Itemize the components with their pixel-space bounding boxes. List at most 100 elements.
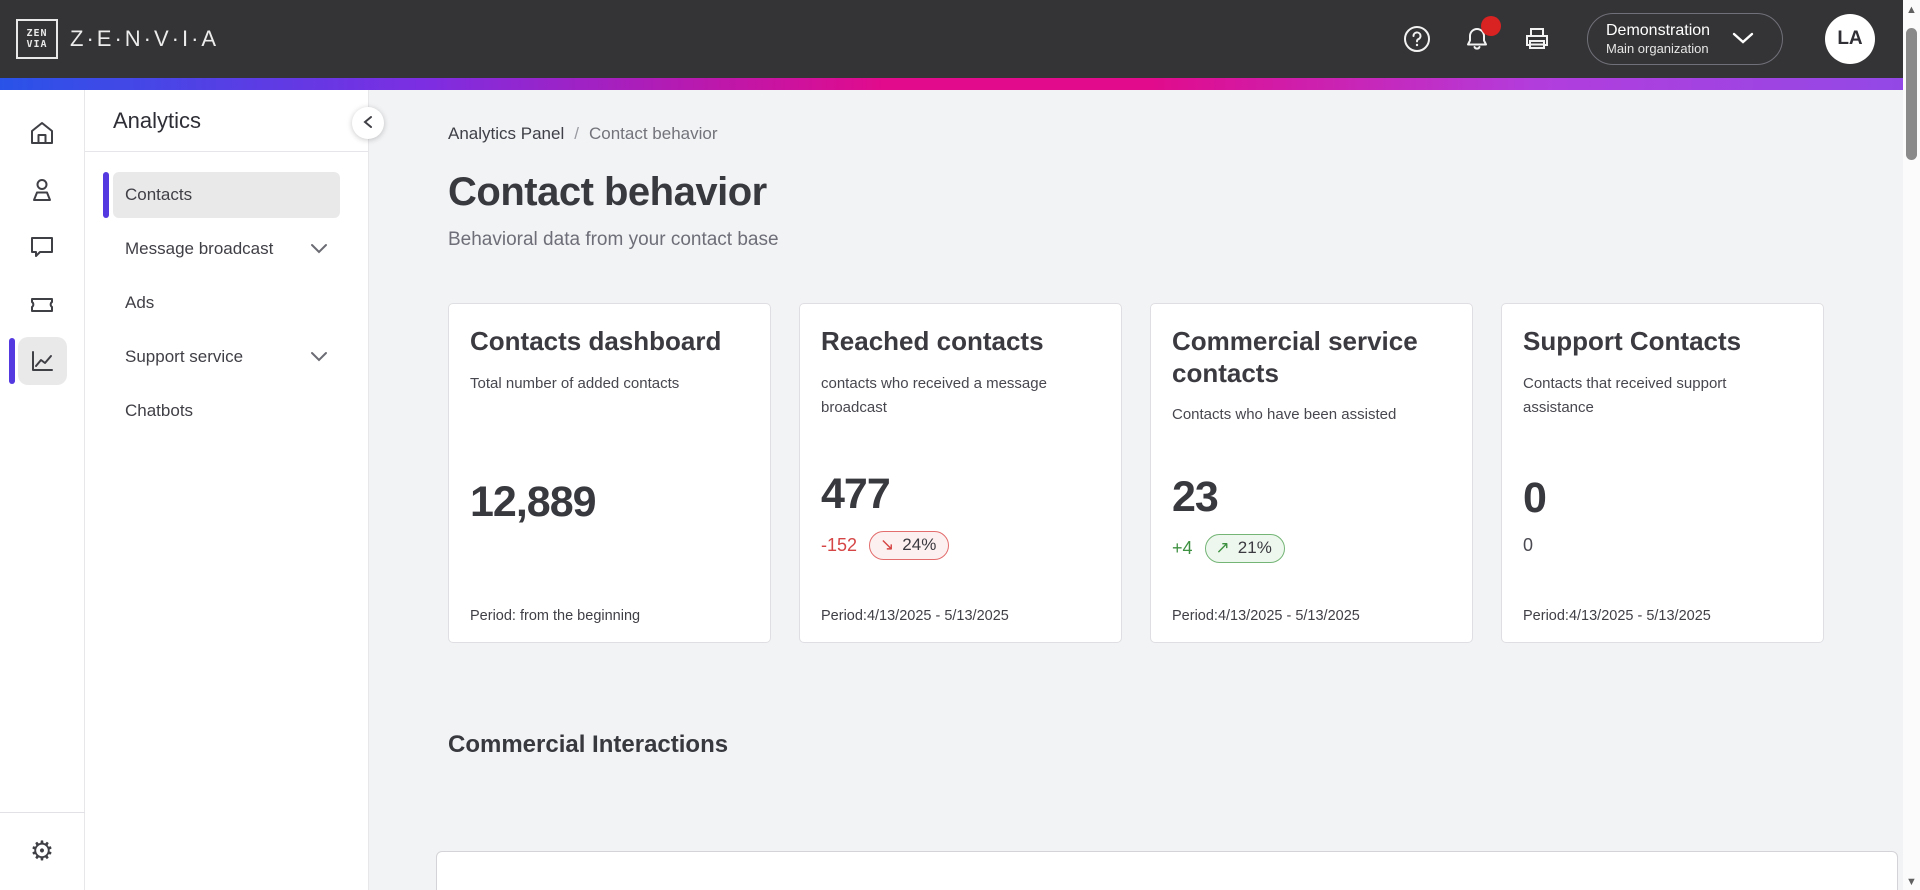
page-title: Contact behavior bbox=[448, 170, 767, 214]
section-heading-commercial-interactions: Commercial Interactions bbox=[448, 731, 729, 758]
contacts-person-icon bbox=[18, 166, 67, 214]
zenvia-logo-icon: ZEN VIA bbox=[16, 19, 58, 59]
analytics-chart-icon bbox=[17, 336, 67, 385]
sidebar-item-contacts[interactable]: Contacts bbox=[103, 172, 340, 218]
user-initials: LA bbox=[1837, 28, 1863, 49]
card-delta-row: 0 bbox=[1523, 535, 1803, 556]
rail-bottom-section: ⚙ bbox=[0, 812, 85, 890]
trend-badge: ↘ 24% bbox=[869, 530, 950, 560]
sidebar-item-label: Support service bbox=[125, 347, 244, 366]
organization-sub-label: Main organization bbox=[1606, 40, 1709, 56]
delta-value: -152 bbox=[821, 534, 858, 555]
card-value-block: 0 0 bbox=[1523, 474, 1803, 556]
kpi-cards-row: Contacts dashboard Total number of added… bbox=[448, 303, 1920, 643]
card-period: Period:4/13/2025 - 5/13/2025 bbox=[1172, 608, 1360, 624]
organization-name: Demonstration bbox=[1606, 21, 1711, 39]
card-subtitle: Contacts that received support assistanc… bbox=[1523, 374, 1727, 417]
organization-switcher-texts: Demonstration Main organization bbox=[1606, 21, 1710, 57]
card-title: Support Contacts bbox=[1523, 326, 1742, 356]
conversations-chat-icon bbox=[18, 223, 67, 271]
card-contacts-dashboard: Contacts dashboard Total number of added… bbox=[448, 303, 771, 643]
sidebar-item-chatbots[interactable]: Chatbots bbox=[113, 388, 340, 434]
page-subtitle: Behavioral data from your contact base bbox=[448, 229, 779, 250]
card-title: Commercial service contacts bbox=[1172, 326, 1418, 388]
delta-value: +4 bbox=[1172, 538, 1193, 559]
breadcrumb-separator: / bbox=[574, 124, 579, 143]
card-value: 477 bbox=[821, 469, 891, 518]
tickets-icon bbox=[18, 280, 67, 328]
card-value-block: 477 -152 ↘ 24% bbox=[821, 470, 1101, 560]
commercial-interactions-panel bbox=[436, 851, 1898, 890]
breadcrumb-current: Contact behavior bbox=[588, 124, 718, 143]
card-title: Reached contacts bbox=[821, 326, 1044, 356]
sidebar-item-support-service[interactable]: Support service bbox=[113, 334, 340, 380]
sidebar-panel-title: Analytics bbox=[113, 107, 202, 133]
rail-item-contacts[interactable] bbox=[0, 161, 85, 218]
print-icon bbox=[1523, 25, 1551, 53]
top-actions: Demonstration Main organization LA bbox=[1401, 13, 1875, 65]
trend-percentage: 21% bbox=[1237, 538, 1272, 558]
chevron-down-icon bbox=[310, 347, 328, 367]
card-commercial-service-contacts: Commercial service contacts Contacts who… bbox=[1150, 303, 1473, 643]
sidebar-item-ads[interactable]: Ads bbox=[113, 280, 340, 326]
notification-badge bbox=[1481, 16, 1501, 36]
card-period: Period:4/13/2025 - 5/13/2025 bbox=[1523, 608, 1711, 624]
card-value-block: 12,889 bbox=[470, 478, 750, 527]
card-value: 0 bbox=[1523, 473, 1547, 522]
card-period: Period: from the beginning bbox=[470, 608, 641, 624]
sidebar-item-label: Chatbots bbox=[125, 401, 194, 420]
card-support-contacts: Support Contacts Contacts that received … bbox=[1501, 303, 1824, 643]
card-period: Period:4/13/2025 - 5/13/2025 bbox=[821, 608, 1009, 624]
card-value: 12,889 bbox=[470, 477, 597, 526]
notifications-button[interactable] bbox=[1461, 16, 1501, 55]
rail-item-conversations[interactable] bbox=[0, 218, 85, 275]
scrollbar-thumb[interactable] bbox=[1906, 28, 1917, 160]
card-delta-row: -152 ↘ 24% bbox=[821, 530, 1101, 560]
rail-item-tickets[interactable] bbox=[0, 275, 85, 332]
icon-rail: ⚙ bbox=[0, 90, 85, 890]
organization-switcher[interactable]: Demonstration Main organization bbox=[1587, 13, 1783, 65]
logo-mark-top: ZEN bbox=[26, 28, 48, 39]
chevron-down-icon bbox=[310, 239, 328, 259]
page-scrollbar: ▲ ▼ bbox=[1903, 0, 1920, 890]
trend-up-arrow-icon: ↗ bbox=[1215, 538, 1230, 558]
trend-down-arrow-icon: ↘ bbox=[880, 534, 895, 554]
home-icon bbox=[18, 109, 67, 157]
card-reached-contacts: Reached contacts contacts who received a… bbox=[799, 303, 1122, 643]
sidebar-menu: Contacts Message broadcast Ads Support s… bbox=[85, 152, 368, 434]
logo-mark-bottom: VIA bbox=[26, 39, 48, 50]
card-title: Contacts dashboard bbox=[470, 326, 722, 356]
sidebar-item-label: Message broadcast bbox=[125, 239, 274, 258]
rail-item-home[interactable] bbox=[0, 104, 85, 161]
print-button[interactable] bbox=[1521, 23, 1553, 55]
rail-item-settings[interactable]: ⚙ bbox=[0, 828, 85, 876]
user-avatar[interactable]: LA bbox=[1825, 14, 1875, 64]
sidebar-item-message-broadcast[interactable]: Message broadcast bbox=[113, 226, 340, 272]
delta-value: 0 bbox=[1523, 534, 1534, 555]
trend-badge: ↗ 21% bbox=[1204, 534, 1285, 564]
chevron-left-icon bbox=[362, 115, 374, 132]
chevron-down-icon bbox=[1732, 31, 1754, 48]
scrollbar-down-arrow[interactable]: ▼ bbox=[1903, 876, 1920, 888]
breadcrumb-analytics-panel[interactable]: Analytics Panel bbox=[448, 124, 565, 143]
breadcrumb: Analytics Panel / Contact behavior bbox=[448, 124, 1920, 144]
rail-item-analytics[interactable] bbox=[0, 332, 85, 389]
settings-gear-icon: ⚙ bbox=[29, 836, 55, 866]
zenvia-logo-text: Z·E·N·V·I·A bbox=[70, 26, 220, 51]
card-value: 23 bbox=[1172, 473, 1219, 522]
help-button[interactable] bbox=[1401, 23, 1433, 55]
card-subtitle: contacts who received a message broadcas… bbox=[821, 374, 1047, 417]
card-subtitle: Contacts who have been assisted bbox=[1172, 406, 1397, 424]
main-content: Analytics Panel / Contact behavior Conta… bbox=[369, 90, 1920, 890]
card-delta-row: +4 ↗ 21% bbox=[1172, 534, 1452, 564]
app-body: ⚙ Analytics Contacts Message broadcast bbox=[0, 90, 1920, 890]
sidebar-item-label: Contacts bbox=[125, 185, 193, 204]
sidebar-collapse-button[interactable] bbox=[352, 107, 384, 139]
scrollbar-up-arrow[interactable]: ▲ bbox=[1903, 4, 1920, 16]
sidebar-panel-header: Analytics bbox=[85, 90, 368, 152]
brand-gradient-bar bbox=[0, 78, 1920, 90]
top-bar: ZEN VIA Z·E·N·V·I·A bbox=[0, 0, 1920, 78]
card-value-block: 23 +4 ↗ 21% bbox=[1172, 473, 1452, 564]
sidebar-panel: Analytics Contacts Message broadcast bbox=[85, 90, 384, 890]
zenvia-logo[interactable]: ZEN VIA Z·E·N·V·I·A bbox=[16, 19, 219, 59]
